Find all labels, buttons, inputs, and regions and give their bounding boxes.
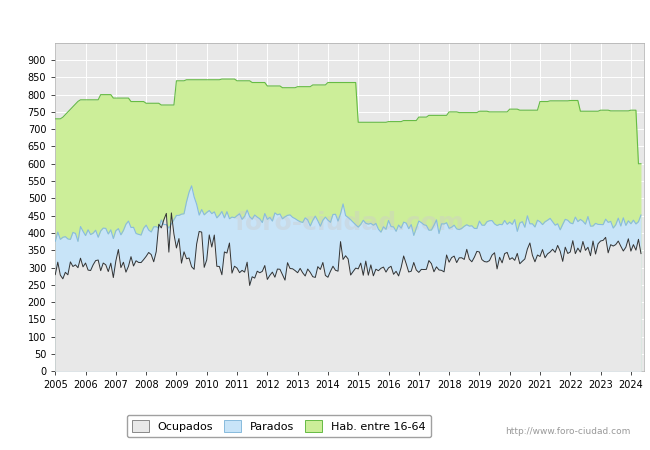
Text: foro-ciudad.com: foro-ciudad.com [235,212,464,235]
Text: Cenizate - Evolucion de la poblacion en edad de Trabajar Mayo de 2024: Cenizate - Evolucion de la poblacion en … [86,12,564,25]
Text: http://www.foro-ciudad.com: http://www.foro-ciudad.com [505,428,630,436]
Legend: Ocupados, Parados, Hab. entre 16-64: Ocupados, Parados, Hab. entre 16-64 [127,414,431,437]
